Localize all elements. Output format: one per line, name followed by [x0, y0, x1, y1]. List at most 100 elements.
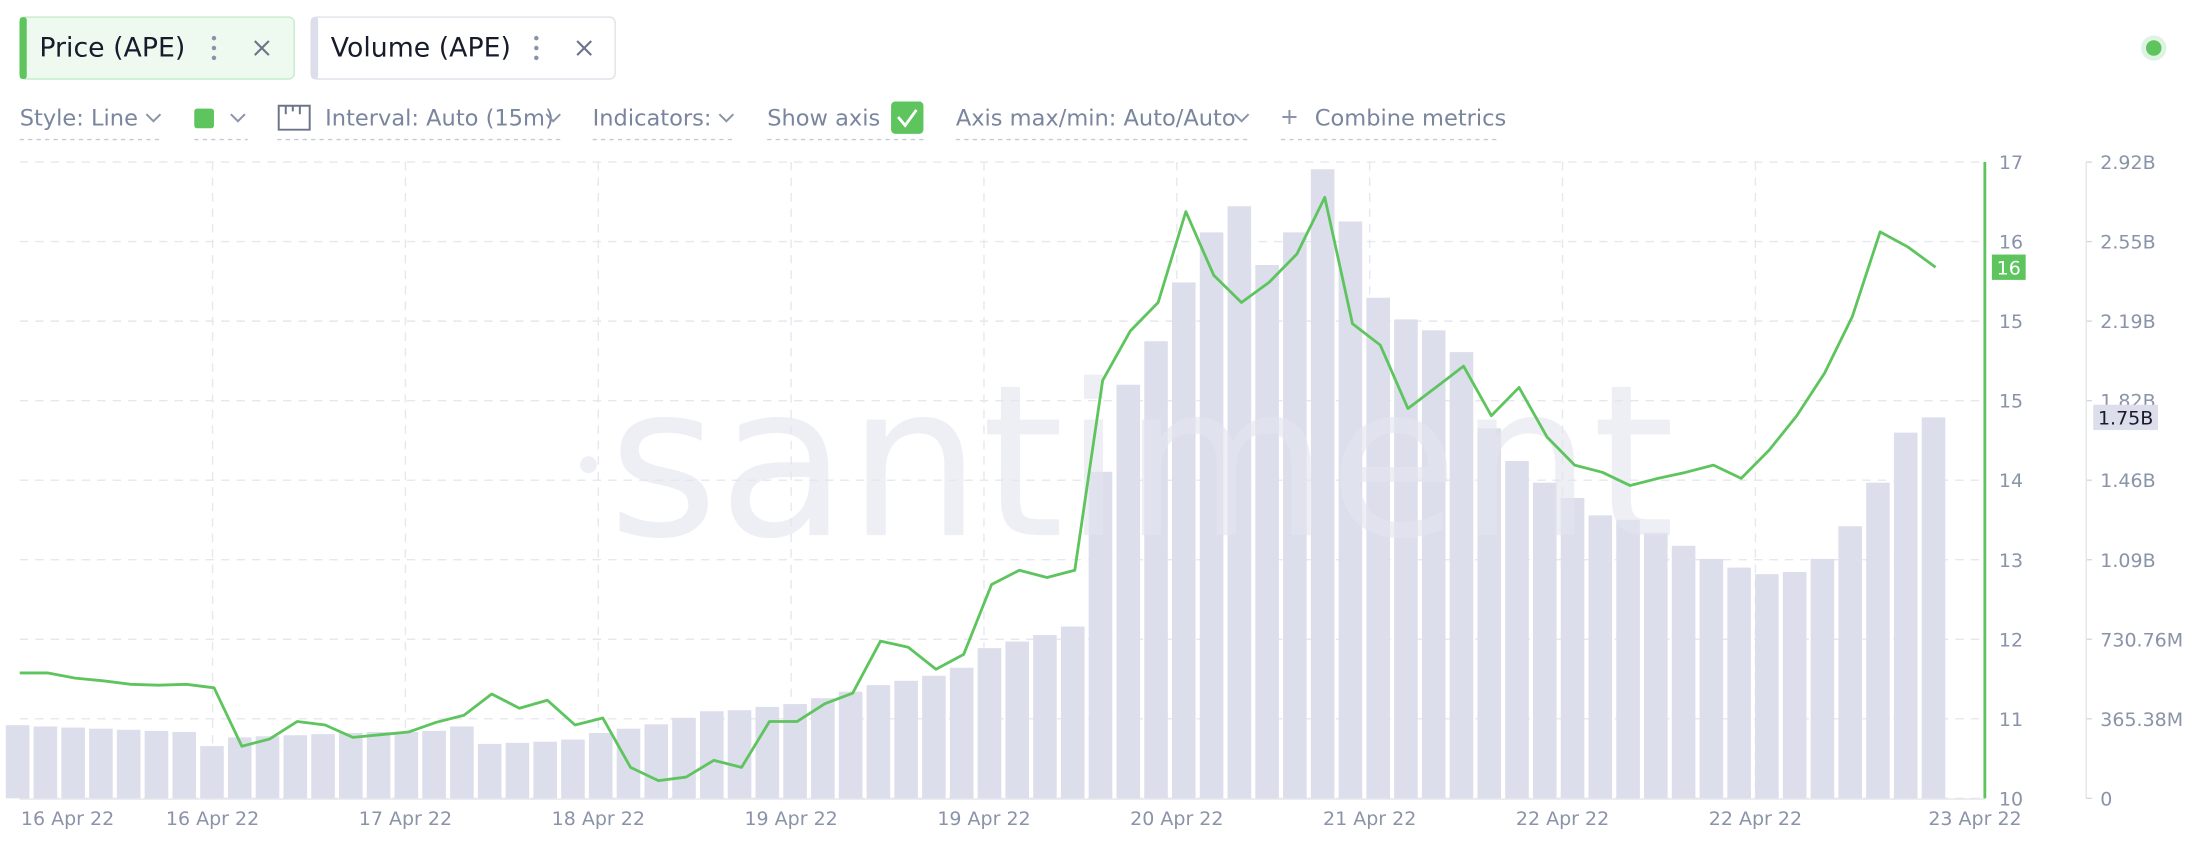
chevron	[145, 113, 162, 123]
tab-price[interactable]: Price (APE)	[19, 16, 295, 80]
volume-bar	[811, 698, 835, 799]
volume-bar	[838, 691, 863, 799]
volume-bar	[1532, 482, 1557, 799]
last-value-label: 1.75B	[2098, 407, 2153, 429]
volume-bar	[1199, 232, 1224, 799]
volume-bar	[783, 704, 807, 799]
y2-tick-label: 1.46B	[2100, 470, 2155, 492]
volume-bar	[533, 741, 557, 799]
y-tick-label: 11	[1999, 709, 2023, 731]
volume-bar	[1866, 482, 1890, 799]
volume-bar	[5, 725, 30, 799]
y-tick-label: 14	[1999, 470, 2023, 492]
volume-bar	[1644, 532, 1668, 799]
y-tick-label: 13	[1999, 550, 2023, 572]
color-swatch[interactable]	[194, 108, 214, 129]
volume-bar	[200, 746, 224, 799]
y-tick-label: 16	[1999, 232, 2023, 254]
volume-bar	[1116, 384, 1141, 799]
volume-bar	[1283, 232, 1307, 799]
x-tick-label: 20 Apr 22	[1130, 808, 1223, 830]
combine-metrics[interactable]: Combine metrics	[1315, 105, 1507, 131]
tab-close[interactable]	[576, 40, 592, 56]
volume-bar	[1588, 515, 1613, 799]
volume-bar	[1366, 297, 1390, 799]
tab-volume[interactable]: Volume (APE)	[310, 16, 616, 80]
volume-bar	[1005, 641, 1030, 799]
show-axis-label[interactable]: Show axis	[767, 105, 880, 131]
volume-bar	[1310, 169, 1335, 799]
x-tick-label: 16 Apr 22	[166, 808, 259, 830]
volume-bar	[1671, 545, 1696, 799]
x-tick-label: 21 Apr 22	[1323, 808, 1416, 830]
volume-bar	[1616, 519, 1640, 799]
chevron	[545, 113, 561, 123]
volume-bar	[477, 743, 502, 799]
watermark: santiment	[608, 339, 1675, 585]
y2-tick-label: 1.09B	[2100, 550, 2155, 572]
interval-icon	[277, 104, 311, 131]
volume-bar	[1449, 352, 1474, 799]
volume-bar	[227, 737, 252, 799]
volume-bar	[866, 685, 891, 799]
volume-bar	[89, 728, 113, 799]
volume-bar	[422, 730, 446, 799]
volume-bar	[1394, 319, 1418, 799]
volume-bar	[339, 733, 363, 799]
y2-tick-label: 730.76M	[2100, 629, 2183, 651]
volume-bar	[366, 731, 391, 799]
volume-bar	[1727, 567, 1751, 799]
toolbar: Style: Line Interval: Auto (15m) Indicat…	[19, 101, 1507, 141]
volume-bar	[1172, 282, 1196, 799]
volume-bar	[1477, 428, 1502, 799]
volume-bar	[1338, 221, 1363, 799]
volume-bar	[727, 710, 752, 799]
y2-tick-label: 365.38M	[2100, 709, 2183, 731]
volume-bar	[61, 727, 85, 799]
interval-select[interactable]: Interval: Auto (15m)	[325, 105, 554, 131]
price-line	[19, 195, 1937, 783]
y-tick-label: 12	[1999, 629, 2023, 651]
tab-accent	[19, 17, 27, 80]
volume-bar	[588, 733, 613, 799]
volume-bar	[1810, 558, 1835, 799]
volume-bar	[561, 739, 585, 799]
y-tick-label: 17	[1999, 152, 2023, 174]
x-tick-label: 19 Apr 22	[744, 808, 837, 830]
volume-bar	[1838, 526, 1862, 799]
y2-tick-label: 2.92B	[2100, 152, 2155, 174]
plus-icon	[1282, 109, 1297, 125]
show-axis-checkbox[interactable]	[891, 101, 924, 134]
tab-close[interactable]	[254, 40, 270, 56]
style-select[interactable]: Style: Line	[20, 105, 138, 131]
volume-bar	[1144, 341, 1168, 799]
axis-range-select[interactable]: Axis max/min: Auto/Auto	[956, 105, 1236, 131]
tab-accent	[311, 17, 319, 80]
volume-bar	[311, 734, 335, 799]
watermark-dot	[579, 456, 597, 474]
x-tick-label: 16 Apr 22	[21, 808, 114, 830]
chevron	[230, 113, 246, 123]
tab-menu[interactable]	[534, 35, 539, 61]
volume-bar	[977, 648, 1002, 799]
volume-bar	[894, 680, 918, 799]
volume-bar	[1060, 626, 1085, 799]
volume-bar	[1782, 571, 1807, 799]
volume-bar	[1227, 206, 1252, 799]
y2-tick-label: 2.19B	[2100, 311, 2155, 333]
x-tick-label: 18 Apr 22	[552, 808, 645, 830]
last-value-badge	[2093, 404, 2158, 431]
x-tick-label: 17 Apr 22	[359, 808, 452, 830]
status-dot	[2146, 40, 2162, 56]
volume-bar	[1421, 330, 1446, 799]
volume-bar	[755, 706, 780, 799]
x-tick-label: 23 Apr 22	[1928, 808, 2021, 830]
x-tick-label: 19 Apr 22	[937, 808, 1030, 830]
volume-bar	[255, 736, 280, 799]
volume-bar	[949, 667, 974, 799]
tab-menu[interactable]	[211, 35, 217, 61]
indicators-select[interactable]: Indicators:	[593, 105, 712, 131]
y2-tick-label: 0	[2100, 788, 2112, 810]
volume-bar	[116, 729, 141, 799]
